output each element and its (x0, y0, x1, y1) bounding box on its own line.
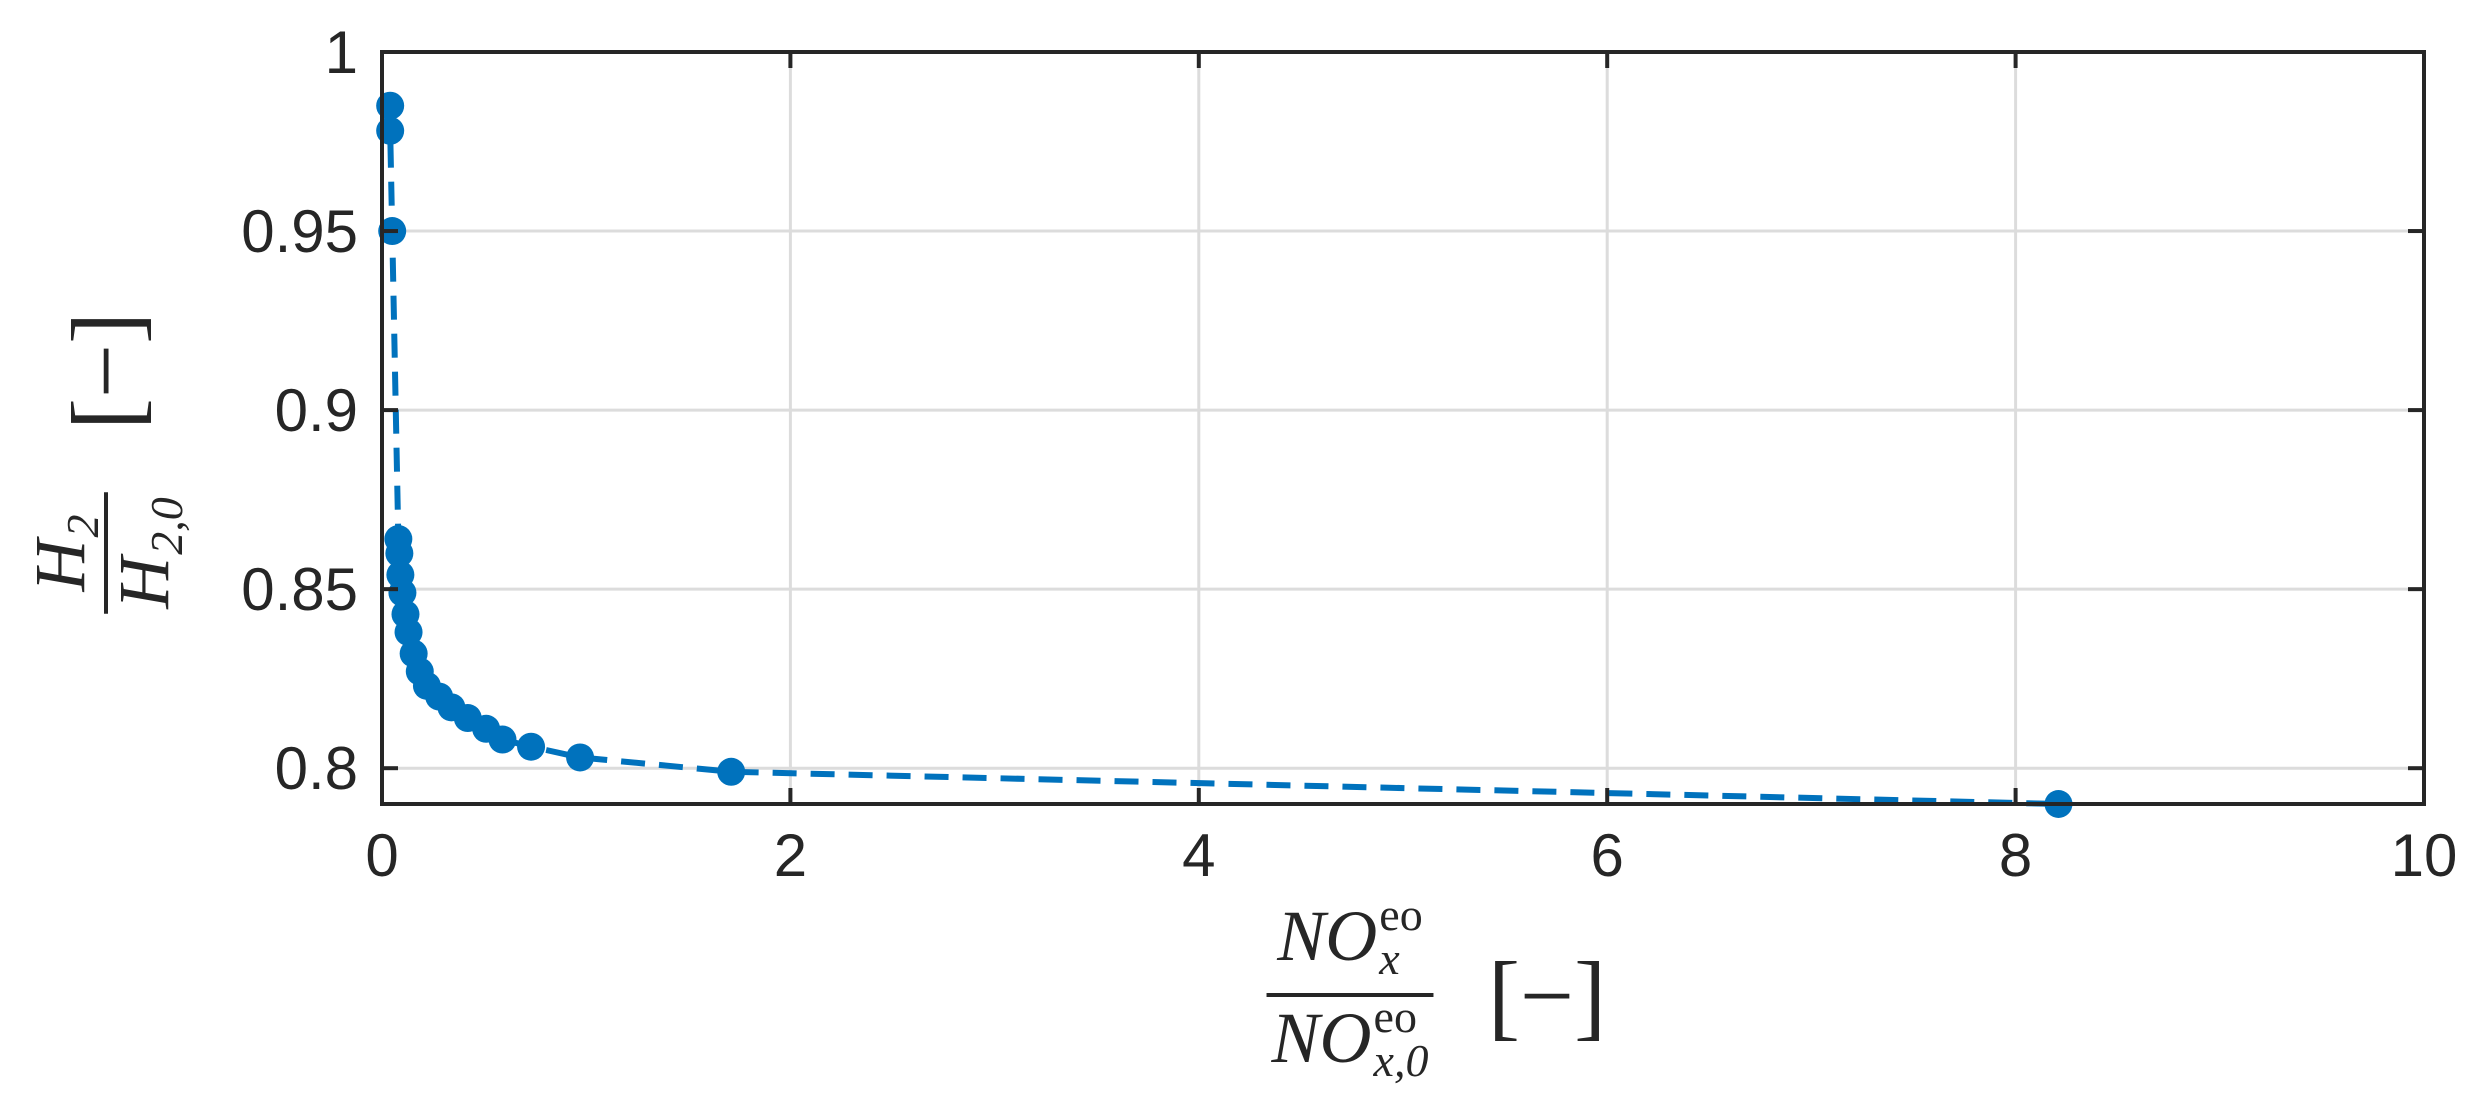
plot-frame (380, 50, 2426, 806)
y-tick-label: 0.95 (241, 198, 358, 265)
label-subscript: 2 (57, 515, 108, 538)
data-point (717, 757, 746, 786)
label-symbol: NO (1271, 998, 1372, 1078)
data-line (387, 105, 2059, 807)
label-superscript: eo (1379, 889, 1422, 940)
label-symbol: H (20, 536, 100, 593)
label-symbol: H (104, 553, 184, 610)
label-subscript: x,0 (1373, 1035, 1429, 1086)
x-tick-label: 8 (1999, 822, 2032, 889)
data-point (388, 578, 417, 607)
label-symbol: NO (1276, 896, 1377, 976)
label-unit: [−] (52, 312, 159, 430)
x-tick-label: 4 (1182, 822, 1215, 889)
y-tick-label: 0.9 (275, 377, 358, 444)
x-tick-label: 10 (2391, 822, 2458, 889)
data-point (517, 732, 546, 761)
data-point (385, 539, 414, 568)
data-point (394, 618, 423, 647)
x-tick-label: 2 (774, 822, 807, 889)
label-superscript: eo (1374, 991, 1417, 1042)
x-tick-label: 6 (1591, 822, 1624, 889)
label-unit: [−] (1488, 942, 1606, 1049)
y-tick-label: 1 (325, 19, 358, 86)
x-tick-label: 0 (365, 822, 398, 889)
label-subscript: 2,0 (141, 497, 192, 555)
data-point (566, 743, 595, 772)
y-tick-label: 0.85 (241, 556, 358, 623)
data-point (488, 725, 517, 754)
y-tick-label: 0.8 (275, 735, 358, 802)
label-subscript: x (1378, 933, 1400, 984)
